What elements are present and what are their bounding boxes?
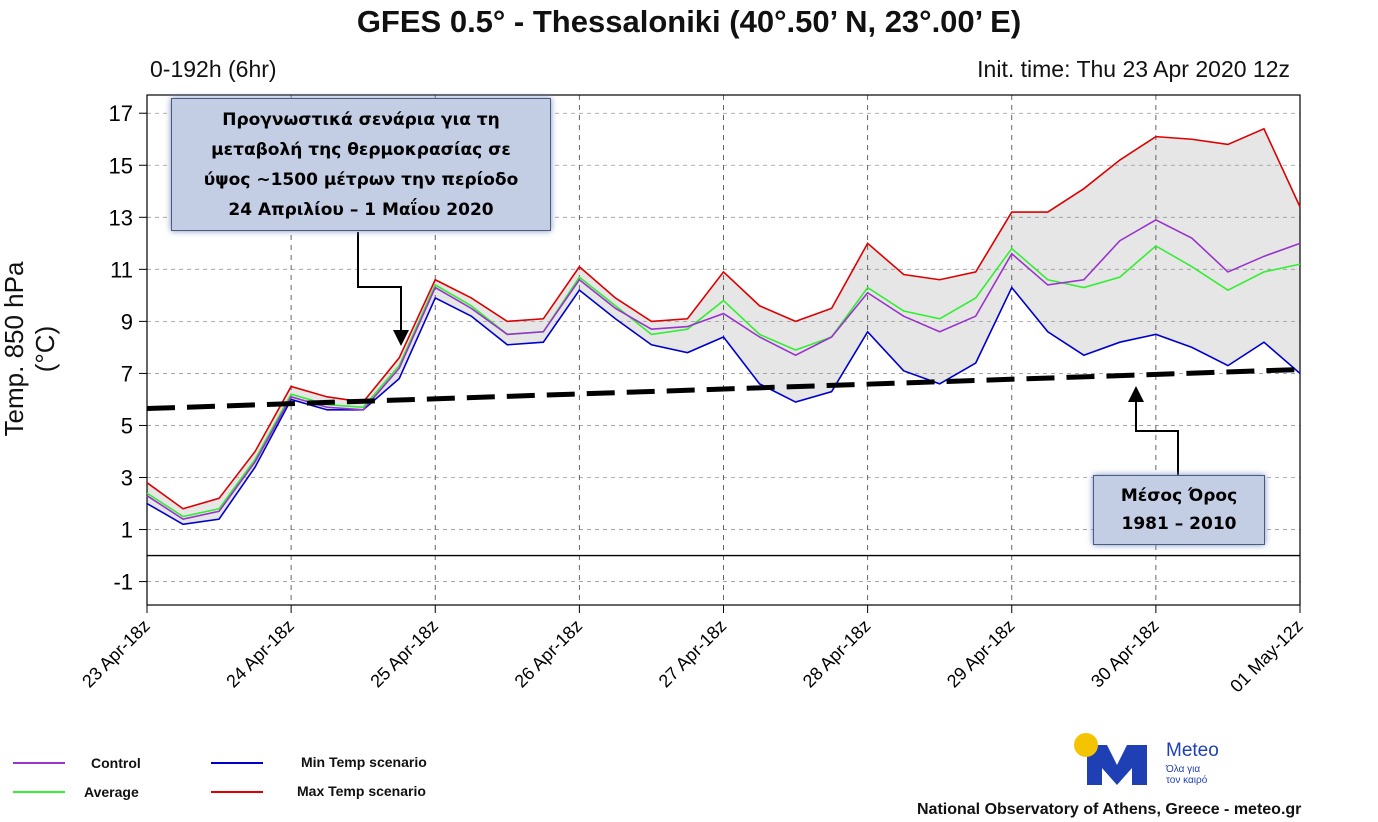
legend-label-average: Average <box>84 784 139 800</box>
logo-text: Meteo Όλα για τον καιρό <box>1166 740 1219 786</box>
meteo-logo <box>1074 733 1147 785</box>
x-tick-label: 27 Apr-18z <box>655 616 731 692</box>
y-tick-label: 15 <box>109 153 133 178</box>
x-tick-label: 25 Apr-18z <box>366 616 442 692</box>
series-line-min <box>146 286 1301 526</box>
legend-swatch-average <box>13 791 65 793</box>
series-line-average <box>146 244 1301 518</box>
y-tick-label: 9 <box>121 309 133 334</box>
annotation-line: Μέσος Όρος <box>1120 486 1238 506</box>
x-tick-label: 30 Apr-18z <box>1087 616 1163 692</box>
y-tick-label: 11 <box>110 257 133 282</box>
x-tick-label: 23 Apr-18z <box>78 616 154 692</box>
climatology-line <box>146 367 1301 412</box>
legend-label-max: Max Temp scenario <box>297 783 426 799</box>
legend-label-control: Control <box>91 755 141 771</box>
annotation-line: μεταβολή της θερμοκρασίας σε <box>211 140 511 160</box>
series-line-control <box>146 218 1301 520</box>
legend-swatch-min <box>211 762 263 764</box>
annotation-line: ύψος ~1500 μέτρων την περίοδο <box>203 170 519 190</box>
y-tick-label: 1 <box>121 518 133 543</box>
footer-credit: National Observatory of Athens, Greece -… <box>917 801 1302 818</box>
y-tick-label: 3 <box>121 466 133 491</box>
forecast-arrow <box>357 232 409 346</box>
x-tick-label: 01 May-12z <box>1226 616 1307 697</box>
x-tick-label: 29 Apr-18z <box>943 616 1019 692</box>
chart-title: GFES 0.5° - Thessaloniki (40°.50’ N, 23°… <box>356 4 1022 39</box>
legend-swatch-max <box>211 791 263 793</box>
climatology-arrow <box>1128 386 1179 475</box>
logo-tagline: τον καιρό <box>1166 775 1208 786</box>
logo-name: Meteo <box>1166 740 1219 761</box>
init-time: Init. time: Thu 23 Apr 2020 12z <box>977 56 1290 82</box>
x-tick-label: 28 Apr-18z <box>799 616 875 692</box>
y-tick-label: -1 <box>113 570 133 595</box>
y-tick-label: 7 <box>121 361 133 386</box>
annotation-line: Προγνωστικά σενάρια για τη <box>222 110 500 130</box>
legend-swatch-control <box>13 762 65 764</box>
y-tick-label: 13 <box>109 205 133 230</box>
legend-label-min: Min Temp scenario <box>301 754 427 770</box>
y-tick-label: 5 <box>121 413 133 438</box>
forecast-range: 0-192h (6hr) <box>150 56 277 82</box>
y-tick-label: 17 <box>109 101 133 126</box>
series-line-max <box>146 127 1301 510</box>
forecast-annotation-box: Προγνωστικά σενάρια για τη μεταβολή της … <box>171 98 551 231</box>
plot-frame <box>146 94 1301 606</box>
x-tick-label: 24 Apr-18z <box>222 616 298 692</box>
annotation-line: 1981 – 2010 <box>1121 514 1237 534</box>
climatology-annotation-box: Μέσος Όρος 1981 – 2010 <box>1093 475 1265 545</box>
logo-tagline: Όλα για <box>1166 764 1201 775</box>
x-tick-label: 26 Apr-18z <box>510 616 586 692</box>
annotation-line: 24 Απριλίου – 1 Μαΐου 2020 <box>228 200 494 220</box>
